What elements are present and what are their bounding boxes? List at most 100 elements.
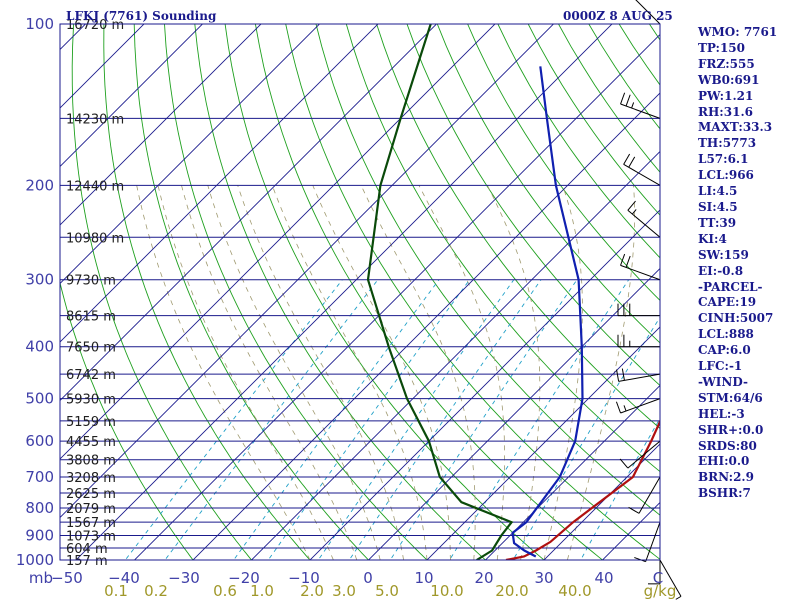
pressure-tick-label: 100 bbox=[25, 15, 54, 33]
moist-adiabat bbox=[157, 185, 334, 560]
isotherm bbox=[543, 443, 660, 560]
wind-barb-feather bbox=[615, 401, 622, 414]
height-label: 7650 m bbox=[66, 341, 116, 356]
temperature-trace bbox=[505, 418, 660, 560]
height-label: 604 m bbox=[66, 542, 108, 557]
dry-adiabat bbox=[71, 24, 253, 560]
height-label: 6742 m bbox=[66, 368, 116, 383]
mixing-ratio-tick-label: 10.0 bbox=[430, 582, 463, 600]
moist-adiabat bbox=[207, 185, 381, 560]
height-label: 1073 m bbox=[66, 529, 116, 544]
pressure-tick-label: 600 bbox=[25, 432, 54, 450]
dry-adiabat bbox=[133, 24, 370, 560]
mixing-ratio-tick-label: 2.0 bbox=[300, 582, 324, 600]
temperature-tick-label: 20 bbox=[474, 569, 493, 587]
wind-barb-staff bbox=[618, 373, 661, 382]
pressure-tick-label: 1000 bbox=[16, 551, 54, 569]
temperature-tick-label: 10 bbox=[414, 569, 433, 587]
index-line: SHR+:0.0 bbox=[698, 422, 764, 437]
mixing-ratio-line bbox=[448, 279, 630, 560]
index-line: WMO: 7761 bbox=[698, 25, 778, 39]
mixing-ratio-tick-label: 40.0 bbox=[558, 582, 591, 600]
wind-barb-staff bbox=[620, 264, 661, 281]
index-line: LCL:966 bbox=[698, 168, 754, 183]
dry-adiabat bbox=[467, 24, 660, 301]
wind-barb bbox=[628, 476, 661, 514]
mixing-ratio-line bbox=[348, 279, 542, 560]
temperature-tick-label: 0 bbox=[363, 569, 373, 587]
wind-barb bbox=[616, 368, 661, 382]
isotherm bbox=[60, 24, 204, 168]
height-label: 8615 m bbox=[66, 310, 116, 325]
mixing-ratio-tick-label: 3.0 bbox=[332, 582, 356, 600]
index-line: HEL:-3 bbox=[698, 406, 745, 421]
mixing-ratio-line bbox=[512, 316, 660, 560]
temperature-tick-label: 40 bbox=[594, 569, 613, 587]
isotherm bbox=[60, 24, 321, 285]
moist-adiabat bbox=[271, 185, 428, 560]
height-label: 10980 m bbox=[66, 231, 124, 246]
height-label: 157 m bbox=[66, 554, 108, 569]
isotherm bbox=[484, 384, 660, 560]
height-label: 1567 m bbox=[66, 516, 116, 531]
moist-adiabats bbox=[136, 185, 635, 560]
index-line: SI:4.5 bbox=[698, 199, 738, 214]
height-label: 2625 m bbox=[66, 487, 116, 502]
wind-barb bbox=[623, 153, 661, 186]
moist-adiabat bbox=[136, 185, 311, 560]
height-label: 14230 m bbox=[66, 112, 124, 127]
wind-barb-staff bbox=[645, 521, 661, 562]
sounding-traces bbox=[366, 24, 660, 560]
dry-adiabat bbox=[406, 24, 660, 387]
temperature-tick-label: −30 bbox=[168, 569, 200, 587]
height-label: 5159 m bbox=[66, 415, 116, 430]
index-line: CINH:5007 bbox=[698, 311, 774, 326]
mixing-ratio-tick-label: 5.0 bbox=[375, 582, 399, 600]
wind-barb-staff bbox=[638, 476, 661, 514]
wind-barb bbox=[620, 92, 661, 119]
dry-adiabat bbox=[60, 280, 194, 560]
index-line: L57:6.1 bbox=[698, 152, 749, 167]
mixing-ratio-line bbox=[317, 279, 515, 560]
index-line: STM:64/6 bbox=[698, 390, 763, 405]
temperature-tick-label: −50 bbox=[51, 569, 83, 587]
moist-adiabat bbox=[567, 185, 635, 560]
dry-adiabat bbox=[497, 24, 660, 259]
height-label: 2079 m bbox=[66, 502, 116, 517]
mixing-ratio-line bbox=[124, 279, 343, 560]
index-line: RH:31.6 bbox=[698, 104, 753, 119]
mixing-ratio-line bbox=[164, 279, 379, 560]
wind-barb bbox=[659, 559, 682, 600]
wind-barb bbox=[619, 440, 661, 469]
wind-barb-half-feather bbox=[631, 209, 637, 215]
index-line: EHI:0.0 bbox=[698, 454, 750, 469]
temperature-tick-label: −10 bbox=[288, 569, 320, 587]
height-label: 4455 m bbox=[66, 435, 116, 450]
pressure-tick-label: 800 bbox=[25, 499, 54, 517]
mixing-ratio-line bbox=[580, 417, 660, 560]
moist-adiabat bbox=[418, 185, 505, 560]
dry-adiabat bbox=[285, 24, 660, 560]
wind-barb-staff bbox=[623, 163, 661, 186]
index-line: TP:150 bbox=[698, 40, 746, 55]
parcel-trace bbox=[511, 66, 584, 558]
height-label: 3208 m bbox=[66, 471, 116, 486]
dry-adiabat bbox=[315, 24, 660, 516]
dry-adiabat bbox=[224, 24, 545, 560]
mixing-ratio-lines bbox=[124, 279, 660, 560]
height-label: 9730 m bbox=[66, 274, 116, 289]
wind-barb-feather bbox=[625, 255, 631, 268]
dry-adiabat bbox=[194, 24, 487, 560]
wind-barb bbox=[617, 334, 660, 348]
moist-adiabat bbox=[487, 185, 541, 560]
index-line: SRDS:80 bbox=[698, 438, 757, 453]
wind-barb-staff bbox=[627, 440, 661, 469]
index-line: WB0:691 bbox=[698, 72, 760, 87]
isotherm bbox=[0, 12, 39, 571]
wind-barb-staff bbox=[620, 103, 661, 119]
wind-barb-staff bbox=[620, 398, 661, 414]
mixing-ratio-line bbox=[389, 279, 578, 560]
isotherm bbox=[60, 24, 555, 519]
wind-barb-feather bbox=[619, 458, 629, 469]
